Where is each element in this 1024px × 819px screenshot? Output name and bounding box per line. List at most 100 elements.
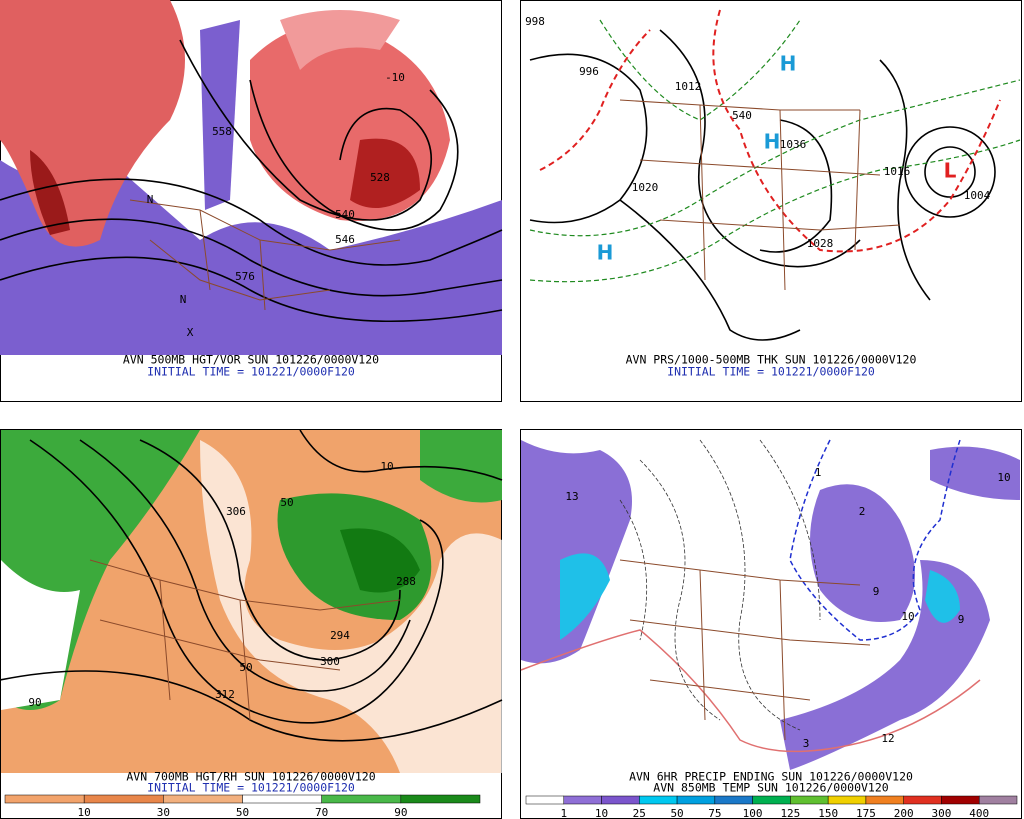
isobar-label: 1036 bbox=[780, 138, 807, 151]
isobar-label: 1016 bbox=[884, 165, 911, 178]
vort-fill bbox=[280, 10, 400, 70]
precip-label: 1 bbox=[815, 466, 822, 479]
colorbar-label: 125 bbox=[780, 807, 800, 819]
isobar-label: 1012 bbox=[675, 80, 702, 93]
thickness bbox=[599, 19, 801, 121]
contour-label: 528 bbox=[370, 171, 390, 184]
high-marker: H bbox=[780, 52, 797, 76]
caption: AVN 500MB HGT/VOR SUN 101226/0000V120 bbox=[123, 353, 379, 367]
caption: AVN 850MB TEMP SUN 101226/0000V120 bbox=[653, 781, 888, 795]
panel-frame bbox=[520, 0, 1022, 402]
isobar bbox=[659, 29, 861, 268]
colorbar-label: 25 bbox=[633, 807, 646, 819]
high-marker: H bbox=[764, 130, 781, 154]
precip-label: 10 bbox=[901, 610, 914, 623]
vort-marker: X bbox=[187, 326, 194, 339]
isobar bbox=[619, 199, 801, 341]
temp-zero bbox=[520, 629, 981, 753]
temp-contour bbox=[619, 439, 821, 731]
freezing-line bbox=[712, 9, 1001, 253]
colorbar-segment bbox=[827, 795, 867, 805]
state-lines bbox=[619, 559, 871, 741]
contour bbox=[139, 439, 401, 661]
colorbar-segment bbox=[563, 795, 602, 805]
isobar bbox=[759, 119, 833, 253]
contour bbox=[0, 178, 503, 266]
vort-fill bbox=[200, 20, 240, 210]
colorbar-label: 10 bbox=[595, 807, 608, 819]
colorbar-label: 50 bbox=[236, 806, 249, 819]
contour-label: 558 bbox=[212, 125, 232, 138]
precip-label: 2 bbox=[859, 505, 866, 518]
colorbar-label: 200 bbox=[894, 807, 914, 819]
vort-fill bbox=[30, 150, 70, 235]
colorbar-segment bbox=[941, 795, 980, 805]
precip-fill bbox=[810, 484, 915, 622]
contour-label: 10 bbox=[380, 460, 393, 473]
vort-fill bbox=[350, 138, 420, 208]
colorbar-label: 50 bbox=[670, 807, 683, 819]
colorbar-label: 150 bbox=[818, 807, 838, 819]
caption: AVN 700MB HGT/RH SUN 101226/0000V120 bbox=[126, 770, 375, 784]
contour-label: 288 bbox=[396, 575, 416, 588]
map-precip: 3 12 13 1 2 9 10 9 10 bbox=[520, 439, 1020, 770]
isobar-label: 1020 bbox=[632, 181, 659, 194]
contour-label: 306 bbox=[226, 505, 246, 518]
colorbar-segment bbox=[790, 795, 829, 805]
vort-marker: N bbox=[147, 193, 154, 206]
contour-label: 312 bbox=[215, 688, 235, 701]
state-lines bbox=[89, 559, 401, 721]
colorbar-label: 10 bbox=[78, 806, 91, 819]
colorbar-label: 100 bbox=[743, 807, 763, 819]
contour-label: 540 bbox=[335, 208, 355, 221]
contour bbox=[179, 39, 433, 221]
rh-fill bbox=[420, 430, 502, 503]
colorbar-segment bbox=[676, 795, 716, 805]
precip-fill bbox=[930, 446, 1020, 500]
colorbar-segment bbox=[601, 795, 640, 805]
precip-label: 12 bbox=[881, 732, 894, 745]
isobar bbox=[879, 59, 931, 301]
caption: AVN 6HR PRECIP ENDING SUN 101226/0000V12… bbox=[629, 770, 913, 784]
colorbar-segment bbox=[83, 794, 164, 804]
colorbar-label: 400 bbox=[969, 807, 989, 819]
caption: INITIAL TIME = 101221/0000F120 bbox=[667, 365, 875, 379]
contour-label: 50 bbox=[239, 661, 252, 674]
colorbar-label: 70 bbox=[315, 806, 328, 819]
state-lines bbox=[129, 199, 401, 311]
colorbar-segment bbox=[903, 795, 942, 805]
contour-label: 294 bbox=[330, 629, 350, 642]
low-marker: L bbox=[944, 159, 957, 183]
colorbar: 10 30 50 70 90 bbox=[4, 794, 481, 819]
colorbar-label: 300 bbox=[932, 807, 952, 819]
contour-label: 546 bbox=[335, 233, 355, 246]
thickness bbox=[529, 79, 1021, 237]
colorbar-segment bbox=[714, 795, 753, 805]
isobar-label: 996 bbox=[579, 65, 599, 78]
high-marker: H bbox=[597, 241, 614, 265]
freezing-line bbox=[539, 29, 651, 171]
caption: INITIAL TIME = 101221/0000F120 bbox=[147, 781, 355, 795]
contour bbox=[79, 439, 411, 692]
contour bbox=[0, 256, 503, 323]
precip-label: 3 bbox=[803, 737, 810, 750]
contour bbox=[249, 79, 459, 231]
colorbar-segment bbox=[321, 794, 402, 804]
colorbar-segment bbox=[163, 794, 243, 804]
rh-fill bbox=[200, 440, 502, 773]
colorbar-segment bbox=[639, 795, 678, 805]
isobar-label: 998 bbox=[525, 15, 545, 28]
precip-fill bbox=[521, 440, 632, 664]
isobar bbox=[529, 53, 648, 224]
map-700mb: 306 50 300 294 288 312 10 90 50 bbox=[0, 429, 503, 773]
contour-label: 300 bbox=[320, 655, 340, 668]
vort-marker: N bbox=[180, 293, 187, 306]
colorbar: 1 10 25 50 75 100 125 150 175 200 300 400 bbox=[525, 795, 1018, 819]
colorbar-label: 175 bbox=[856, 807, 876, 819]
precip-label: 13 bbox=[565, 490, 578, 503]
colorbar-segment bbox=[525, 795, 565, 805]
contour-label: 90 bbox=[28, 696, 41, 709]
map-500mb: 576 540 546 558 528 -10 N N X bbox=[0, 0, 503, 355]
colorbar-segment bbox=[865, 795, 904, 805]
